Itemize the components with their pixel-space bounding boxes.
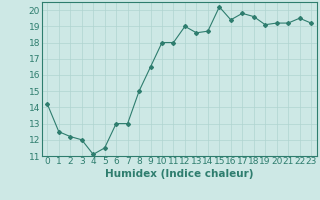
X-axis label: Humidex (Indice chaleur): Humidex (Indice chaleur) — [105, 169, 253, 179]
